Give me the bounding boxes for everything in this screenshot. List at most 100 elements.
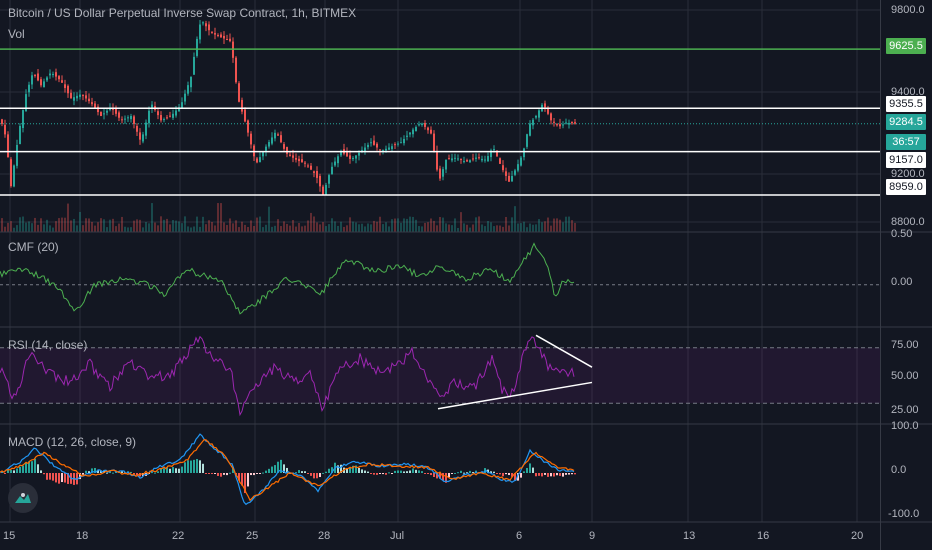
- rsi-pane[interactable]: [0, 334, 880, 417]
- candle-body: [418, 124, 420, 126]
- volume-bar: [121, 216, 123, 232]
- candle-body: [547, 108, 549, 114]
- macd-histogram-bar: [97, 469, 99, 473]
- macd-histogram-bar: [313, 473, 315, 479]
- macd-histogram-bar: [448, 473, 450, 478]
- candle-body: [118, 112, 120, 118]
- volume-bar: [46, 219, 48, 232]
- volume-bar: [178, 221, 180, 232]
- volume-bar: [73, 218, 75, 232]
- macd-histogram-bar: [46, 473, 48, 480]
- macd-histogram-bar: [13, 470, 15, 473]
- candle-body: [226, 39, 228, 41]
- macd-histogram-bar: [457, 472, 459, 474]
- macd-histogram-bar: [403, 471, 405, 473]
- volume-bar: [127, 227, 129, 232]
- candle-body: [283, 144, 285, 149]
- candle-body: [214, 33, 216, 35]
- macd-histogram-bar: [31, 461, 33, 473]
- macd-histogram-bar: [247, 473, 249, 487]
- cmf-label: CMF (20): [8, 240, 59, 254]
- volume-bar: [25, 222, 27, 232]
- rsi-tick: 50.00: [891, 370, 919, 382]
- volume-bar: [184, 216, 186, 232]
- macd-histogram-bar: [256, 473, 258, 474]
- candle-body: [61, 80, 63, 83]
- candle-body: [379, 149, 381, 151]
- candle-body: [250, 133, 252, 145]
- candle-body: [133, 116, 135, 124]
- price-tag-level[interactable]: 9355.5: [886, 96, 926, 112]
- macd-histogram-bar: [298, 470, 300, 473]
- volume-bar: [106, 227, 108, 232]
- macd-histogram-bar: [244, 473, 246, 494]
- macd-histogram-bar: [262, 472, 264, 474]
- macd-histogram-bar: [175, 468, 177, 473]
- price-tick: 9800.0: [891, 4, 925, 16]
- volume-bar: [358, 224, 360, 232]
- candle-body: [301, 159, 303, 163]
- volume-bar: [85, 218, 87, 232]
- tradingview-logo-icon[interactable]: [8, 483, 38, 513]
- candle-body: [433, 133, 435, 152]
- cmf-pane[interactable]: [0, 242, 880, 315]
- macd-histogram-bar: [565, 473, 567, 475]
- volume-bar: [298, 222, 300, 232]
- candle-body: [265, 146, 267, 151]
- candle-body: [562, 124, 564, 126]
- volume-bar: [310, 212, 312, 232]
- candle-body: [451, 158, 453, 161]
- candle-body: [559, 124, 561, 127]
- volume-bar: [154, 222, 156, 232]
- macd-histogram-bar: [283, 464, 285, 473]
- volume-bar: [349, 217, 351, 232]
- volume-bar: [457, 227, 459, 232]
- candle-body: [502, 165, 504, 171]
- candle-body: [241, 99, 243, 112]
- price-tag-level[interactable]: 9157.0: [886, 152, 926, 168]
- candle-body: [19, 126, 21, 145]
- price-tag-level[interactable]: 8959.0: [886, 179, 926, 195]
- price-tag-resistance[interactable]: 9625.5: [886, 38, 926, 54]
- candle-body: [340, 151, 342, 156]
- candle-body: [475, 157, 477, 159]
- volume-bar: [286, 223, 288, 232]
- macd-histogram-bar: [460, 470, 462, 473]
- candle-body: [376, 143, 378, 148]
- volume-bar: [487, 220, 489, 232]
- candle-body: [532, 119, 534, 126]
- candle-body: [469, 160, 471, 163]
- volume-bar: [40, 218, 42, 232]
- candle-body: [307, 165, 309, 167]
- macd-histogram-bar: [196, 458, 198, 473]
- candle-body: [142, 134, 144, 142]
- volume-bar: [79, 211, 81, 232]
- horizontal-levels[interactable]: [0, 48, 880, 196]
- candle-body: [76, 95, 78, 99]
- macd-histogram-bar: [7, 470, 9, 473]
- volume-bar: [406, 218, 408, 232]
- volume-bar: [541, 222, 543, 232]
- price-tag-last[interactable]: 9284.5: [886, 114, 926, 130]
- candle-body: [70, 92, 72, 99]
- macd-histogram-bar: [52, 473, 54, 481]
- volume-bar: [427, 222, 429, 232]
- volume-bar: [490, 222, 492, 232]
- volume-bar: [433, 220, 435, 232]
- candle-body: [34, 75, 36, 77]
- macd-histogram-bar: [109, 471, 111, 473]
- macd-histogram-bar: [370, 473, 372, 474]
- candle-body: [145, 122, 147, 136]
- rsi-band-fill: [0, 347, 880, 404]
- candle-body: [196, 38, 198, 56]
- macd-histogram-bar: [373, 473, 375, 475]
- macd-histogram-bar: [517, 473, 519, 481]
- macd-pane[interactable]: [0, 433, 576, 506]
- macd-histogram-bar: [220, 473, 222, 477]
- macd-histogram-bar: [523, 471, 525, 473]
- volume-bar: [103, 219, 105, 232]
- candlestick-series[interactable]: [1, 19, 576, 196]
- macd-histogram-bar: [25, 462, 27, 473]
